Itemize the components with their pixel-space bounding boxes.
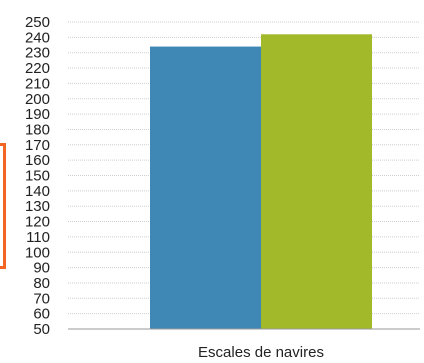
y-tick-label: 220 — [25, 60, 50, 77]
y-tick-label: 50 — [33, 321, 50, 338]
y-tick-label: 130 — [25, 198, 50, 215]
y-tick-label: 210 — [25, 75, 50, 92]
y-tick-label: 100 — [25, 244, 50, 261]
highlight-bracket — [0, 143, 6, 269]
y-tick-label: 230 — [25, 45, 50, 62]
y-tick-label: 150 — [25, 168, 50, 185]
y-tick-label: 170 — [25, 137, 50, 154]
bars — [150, 34, 372, 330]
y-tick-label: 250 — [25, 14, 50, 31]
y-tick-label: 160 — [25, 152, 50, 169]
y-tick-label: 90 — [33, 260, 50, 277]
x-axis-labels: Escales de navires — [198, 344, 324, 361]
y-axis-ticks: 5060708090100110120130140150160170180190… — [25, 14, 50, 338]
bar-series-1 — [150, 46, 261, 330]
y-tick-label: 120 — [25, 214, 50, 231]
y-tick-label: 80 — [33, 275, 50, 292]
bar-series-2 — [261, 34, 372, 329]
y-tick-label: 180 — [25, 121, 50, 138]
y-tick-label: 200 — [25, 91, 50, 108]
y-tick-label: 70 — [33, 290, 50, 307]
x-category-label: Escales de navires — [198, 344, 324, 361]
y-tick-label: 60 — [33, 306, 50, 323]
y-tick-label: 140 — [25, 183, 50, 200]
y-tick-label: 240 — [25, 29, 50, 46]
y-tick-label: 190 — [25, 106, 50, 123]
y-tick-label: 110 — [26, 229, 50, 246]
